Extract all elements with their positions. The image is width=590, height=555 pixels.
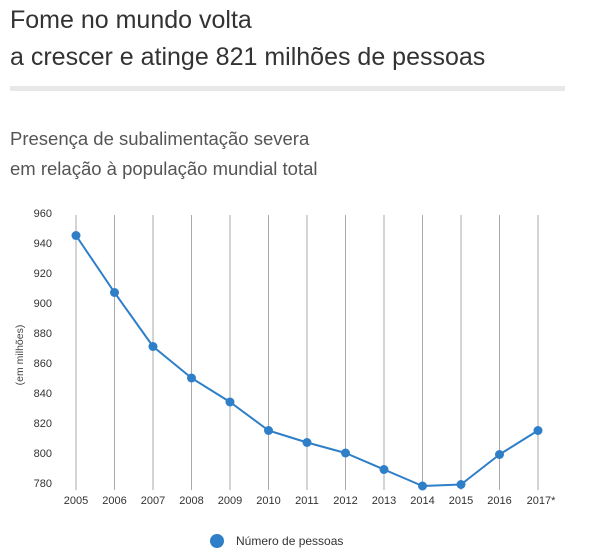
data-point [110,288,119,297]
x-axis-ticks: 2005 2006 2007 2008 2009 2010 2011 2012 2013 2014… [64,495,556,507]
headline-line-1: Fome no mundo volta [10,6,252,34]
data-point [264,426,273,435]
x-tick-label: 2007 [141,495,165,507]
x-tick-label: 2008 [179,495,203,507]
x-tick-label: 2013 [372,495,396,507]
data-point [379,465,389,474]
subtitle-line-1: Presença de subalimentação severa [10,128,310,149]
data-point [533,426,543,435]
x-tick-label: 2015 [449,495,473,507]
y-tick-label: 800 [34,448,52,460]
x-tick-label: 2005 [64,495,88,507]
divider [10,86,565,91]
series-layer [71,231,543,491]
data-point [302,438,312,447]
x-tick-label: 2016 [487,495,511,507]
y-axis-ticks: 960 940 920 900 880 860 840 820 800 780 [34,208,52,490]
data-point [225,397,235,407]
data-point [148,342,158,351]
legend: Número de pessoas [210,531,343,551]
y-tick-label: 900 [34,298,52,310]
x-tick-label: 2006 [102,495,126,507]
data-point [187,373,196,383]
legend-label: Número de pessoas [236,534,344,548]
x-tick-label: 2009 [218,495,242,507]
headline: Fome no mundo volta a crescer e atinge 8… [10,2,570,76]
data-point [71,231,81,240]
y-tick-label: 860 [34,358,52,370]
data-point [341,448,350,458]
x-tick-label: 2014 [410,495,434,507]
data-point [495,450,504,459]
y-tick-label: 960 [34,208,52,220]
y-tick-label: 920 [34,268,52,280]
data-point [418,481,427,491]
x-tick-label: 2010 [256,495,280,507]
y-tick-label: 840 [34,388,52,400]
y-axis-label: (em milhões) [14,325,26,386]
x-tick-label: 2017* [527,495,556,507]
headline-line-2: a crescer e atinge 821 milhões de pessoa… [10,43,486,71]
y-tick-label: 780 [34,478,52,490]
y-tick-label: 940 [34,238,52,250]
subtitle-line-2: em relação à população mundial total [10,158,318,179]
chart-subtitle: Presença de subalimentação severa em rel… [10,124,318,184]
data-point [456,480,466,489]
x-tick-label: 2012 [333,495,357,507]
y-tick-label: 880 [34,328,52,340]
legend-marker [210,534,224,548]
y-tick-label: 820 [34,418,52,430]
x-tick-label: 2011 [295,495,319,507]
grid-lines [75,215,539,490]
